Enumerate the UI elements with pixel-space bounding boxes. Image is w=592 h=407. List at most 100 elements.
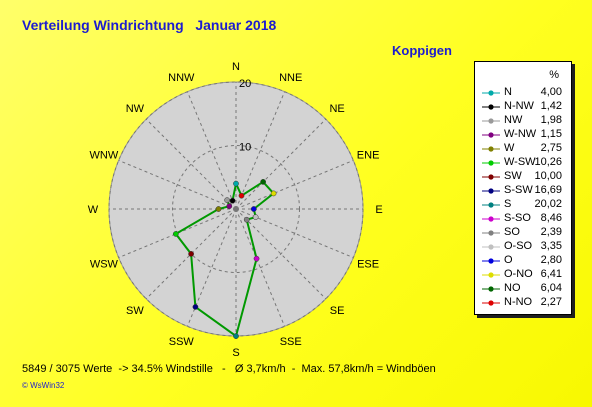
- data-point-no: [260, 179, 266, 185]
- ring-label-20: 20: [239, 78, 251, 90]
- legend-item: O-NO 6,41: [481, 268, 567, 282]
- legend-item: N-NO 2,27: [481, 296, 567, 310]
- ring-10: [172, 145, 300, 273]
- legend-swatch: [482, 216, 500, 222]
- direction-label-nw: NW: [126, 103, 145, 115]
- legend-item: W 2,75: [481, 142, 567, 156]
- direction-label-ne: NE: [329, 103, 344, 115]
- direction-label-ese: ESE: [357, 259, 379, 271]
- direction-label-se: SE: [330, 305, 345, 317]
- legend-item-value: 10,00: [534, 170, 562, 182]
- legend-item-name: N-NO: [504, 296, 533, 308]
- data-point-n: [233, 180, 239, 187]
- data-point-w: [215, 206, 222, 212]
- legend-swatch: [482, 202, 500, 208]
- legend-item-value: 16,69: [534, 184, 562, 196]
- direction-label-sw: SW: [126, 305, 144, 317]
- legend-item-name: W: [504, 142, 515, 154]
- legend-swatch: [482, 286, 500, 292]
- legend-item-name: O-NO: [504, 268, 533, 280]
- data-point-n-nw: [229, 197, 236, 204]
- data-point-n-no: [238, 192, 245, 199]
- direction-label-nnw: NNW: [168, 72, 195, 84]
- direction-label-wsw: WSW: [90, 259, 119, 271]
- legend-item-name: W-NW: [504, 128, 537, 140]
- data-point-so: [243, 216, 250, 223]
- data-point-s-so: [253, 255, 260, 262]
- direction-label-sse: SSE: [280, 336, 302, 348]
- legend-item: S-SW 16,69: [481, 184, 567, 198]
- legend-item-name: N: [504, 86, 512, 98]
- legend-item: NW 1,98: [481, 114, 567, 128]
- data-point-o-no: [270, 190, 277, 197]
- legend-item-name: SO: [504, 226, 520, 238]
- legend-item-name: S-SW: [504, 184, 533, 196]
- legend-item: SW 10,00: [481, 170, 567, 184]
- footer-credit: © WsWin32: [22, 381, 65, 390]
- data-point-s: [233, 333, 239, 339]
- legend-item-value: 8,46: [540, 212, 562, 224]
- legend-item-value: 1,98: [540, 114, 562, 126]
- footer-stats: 5849 / 3075 Werte -> 34.5% Windstille - …: [22, 363, 436, 375]
- legend-item-name: NO: [504, 282, 521, 294]
- legend-item-value: 6,04: [540, 282, 562, 294]
- data-point-w-sw: [172, 231, 179, 237]
- legend-item-value: 2,27: [540, 296, 562, 308]
- legend-item: O 2,80: [481, 254, 567, 268]
- legend-swatch: [482, 132, 500, 138]
- data-point-s-sw: [192, 304, 199, 310]
- data-point-o: [250, 206, 257, 212]
- legend-item: O-SO 3,35: [481, 240, 567, 254]
- direction-label-ene: ENE: [357, 149, 380, 161]
- legend-item-value: 2,75: [540, 142, 562, 154]
- direction-label-w: W: [88, 204, 99, 216]
- direction-label-ssw: SSW: [169, 336, 195, 348]
- legend-swatch: [482, 188, 500, 194]
- direction-label-wnw: WNW: [90, 149, 119, 161]
- legend-item-name: O: [504, 254, 513, 266]
- legend-swatch: [482, 300, 500, 306]
- data-point-o-so: [252, 214, 259, 220]
- data-point-nw: [224, 197, 230, 203]
- legend-item-name: NW: [504, 114, 523, 126]
- legend-item-value: 3,35: [540, 240, 562, 252]
- legend-item-name: W-SW: [504, 156, 536, 168]
- legend-swatch: [482, 272, 500, 278]
- legend-item-name: SW: [504, 170, 522, 182]
- legend: % N 4,00 N-NW 1,42 NW 1,98 W-NW 1,15 W 2,75 W-SW 10…: [474, 61, 572, 315]
- direction-label-n: N: [232, 61, 240, 73]
- legend-swatch: [482, 146, 500, 152]
- data-point-sw: [188, 251, 194, 257]
- direction-label-s: S: [232, 347, 239, 359]
- station-name: Koppigen: [392, 43, 452, 58]
- legend-item-name: S: [504, 198, 512, 210]
- legend-item-value: 1,15: [540, 128, 562, 140]
- legend-item-name: S-SO: [504, 212, 531, 224]
- legend-swatch: [482, 118, 500, 124]
- legend-swatch: [482, 244, 500, 250]
- legend-item: NO 6,04: [481, 282, 567, 296]
- legend-item-value: 10,26: [534, 156, 562, 168]
- legend-item-value: 1,42: [540, 100, 562, 112]
- legend-item: S 20,02: [481, 198, 567, 212]
- legend-swatch: [482, 160, 500, 166]
- legend-item: W-NW 1,15: [481, 128, 567, 142]
- legend-item-name: N-NW: [504, 100, 534, 112]
- direction-label-nne: NNE: [279, 72, 302, 84]
- legend-swatch: [482, 230, 500, 236]
- legend-swatch: [482, 174, 500, 180]
- legend-item-name: O-SO: [504, 240, 533, 252]
- legend-swatch: [482, 104, 500, 110]
- legend-swatch: [482, 258, 500, 264]
- legend-item-value: 2,39: [540, 226, 562, 238]
- legend-unit: %: [549, 69, 559, 81]
- legend-item-value: 20,02: [534, 198, 562, 210]
- legend-item: N-NW 1,42: [481, 100, 567, 114]
- legend-item: S-SO 8,46: [481, 212, 567, 226]
- legend-item: SO 2,39: [481, 226, 567, 240]
- legend-item: N 4,00: [481, 86, 567, 100]
- legend-item-value: 6,41: [540, 268, 562, 280]
- chart-title: Verteilung Windrichtung Januar 2018: [22, 17, 277, 33]
- legend-item-value: 4,00: [540, 86, 562, 98]
